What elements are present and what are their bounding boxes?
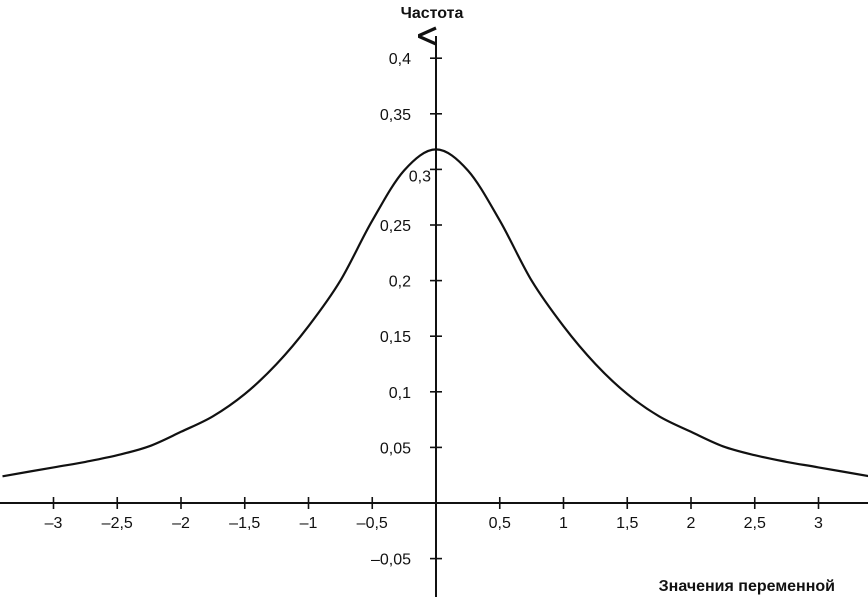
x-tick-label: 2 <box>687 515 696 532</box>
y-axis-title: Частота <box>401 5 464 22</box>
x-tick-label: 0,5 <box>489 515 511 532</box>
y-tick-label: 0,4 <box>389 51 411 68</box>
x-tick-label: 1 <box>559 515 568 532</box>
y-tick-label: 0,3 <box>409 168 431 185</box>
x-tick-label: 3 <box>814 515 823 532</box>
y-tick-label: 0,2 <box>389 274 411 291</box>
x-tick-label: –2,5 <box>102 515 133 532</box>
y-tick-label: 0,05 <box>380 440 411 457</box>
x-tick-label: –2 <box>172 515 190 532</box>
density-curve <box>2 148 868 478</box>
y-tick-label: 0,1 <box>389 385 411 402</box>
x-tick-label: 2,5 <box>744 515 766 532</box>
y-tick-label: 0,35 <box>380 107 411 124</box>
x-tick-label: –1 <box>300 515 318 532</box>
x-tick-label: –1,5 <box>229 515 260 532</box>
x-tick-label: –0,5 <box>357 515 388 532</box>
x-axis-title: Значения переменной <box>659 578 835 595</box>
y-tick-label: –0,05 <box>371 552 411 569</box>
x-tick-label: 1,5 <box>616 515 638 532</box>
y-tick-label: 0,15 <box>380 329 411 346</box>
y-tick-label: 0,25 <box>380 218 411 235</box>
x-tick-label: –3 <box>45 515 63 532</box>
